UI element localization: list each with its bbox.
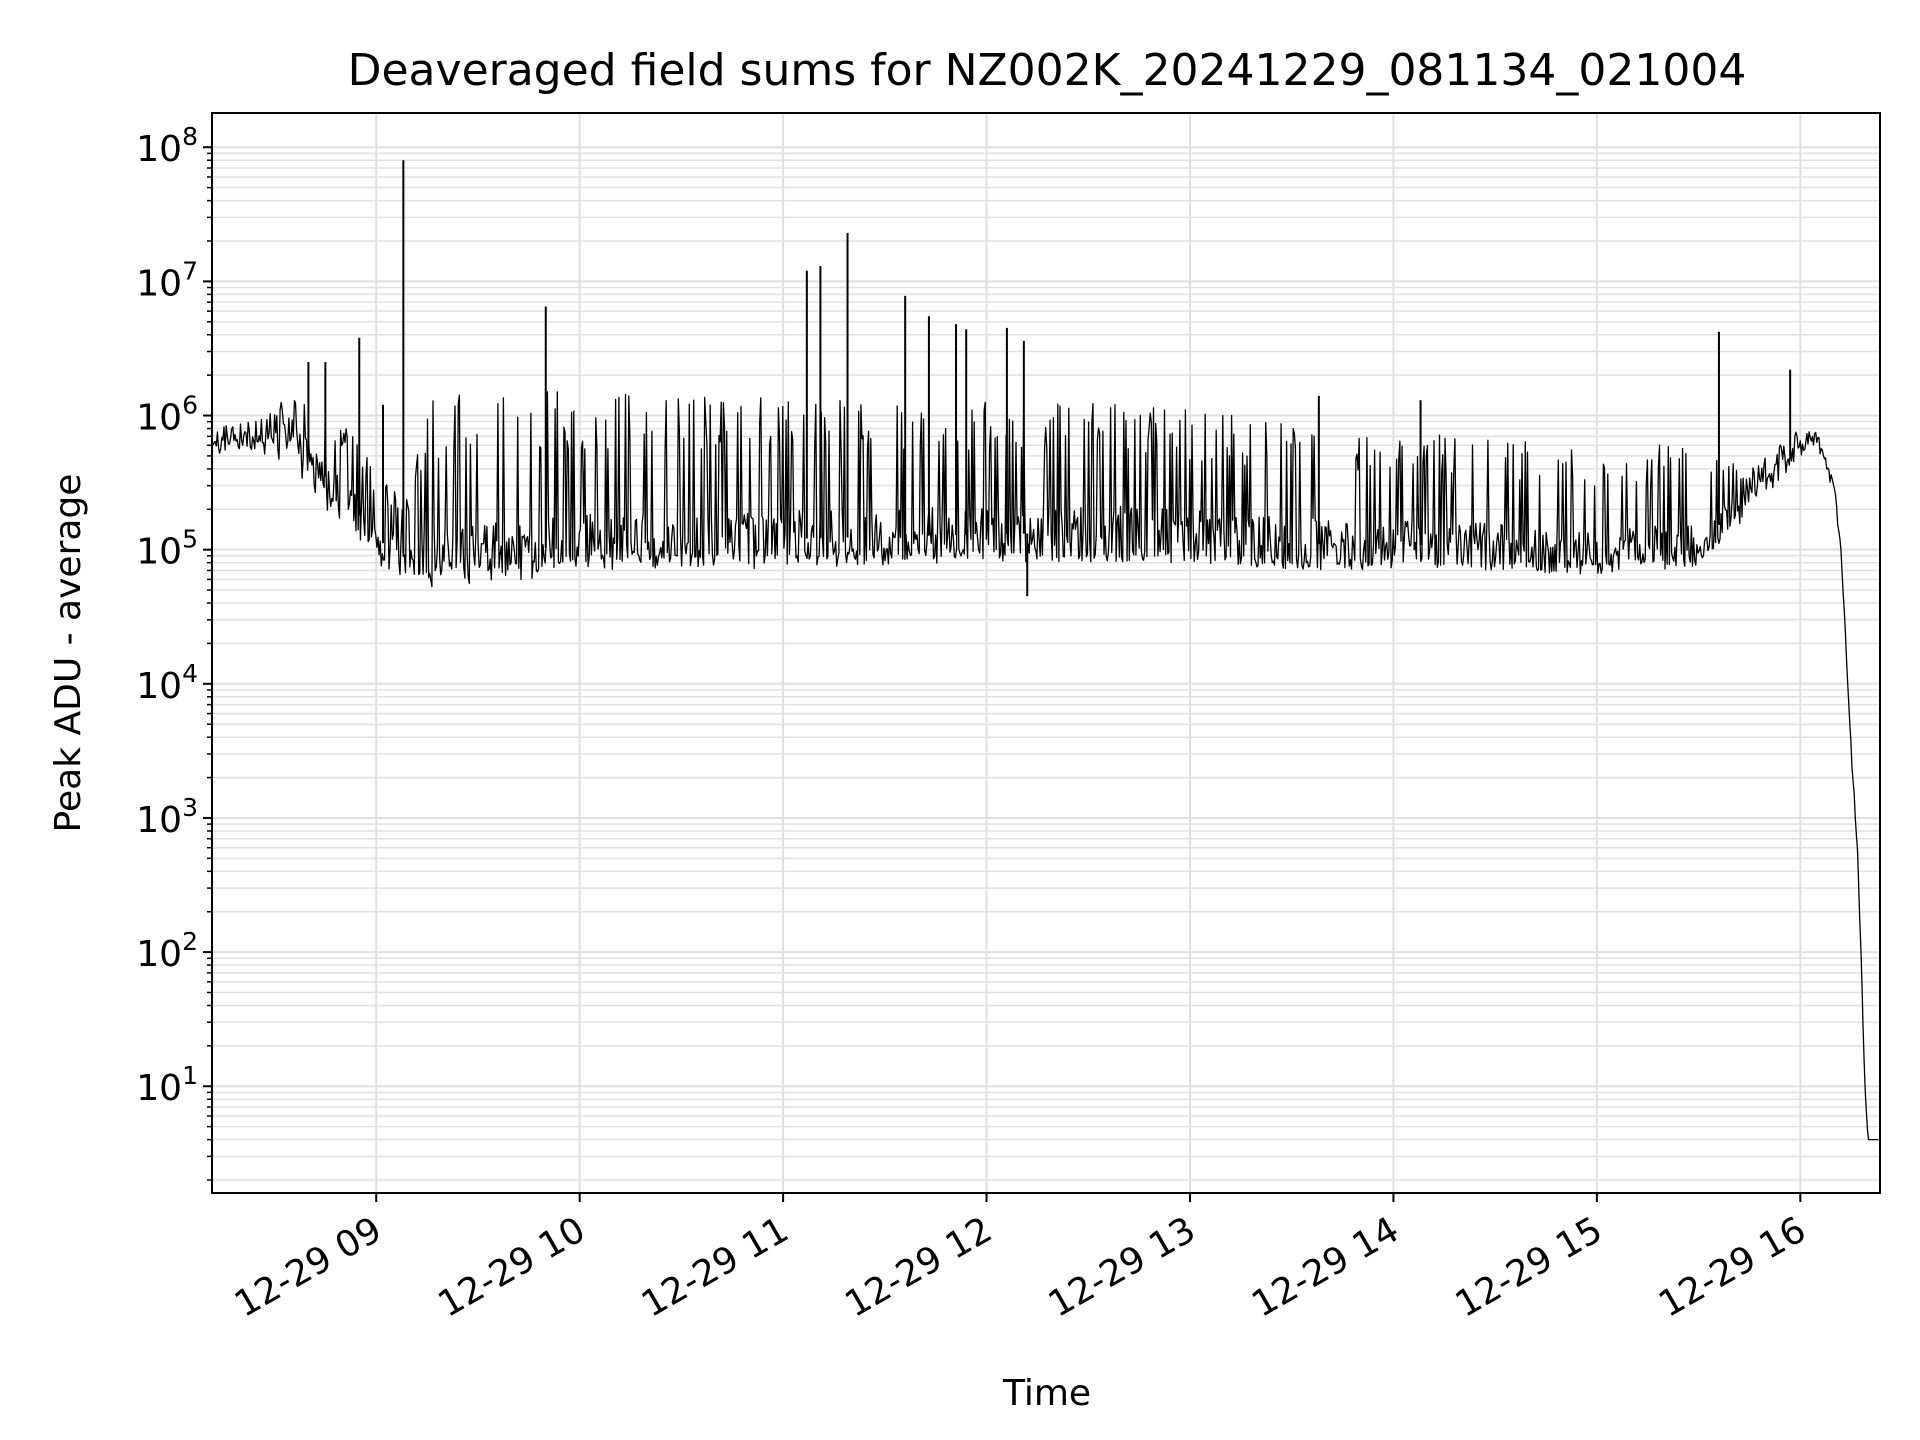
x-axis-label: Time [1002, 1373, 1091, 1414]
y-tick-base: 10 [136, 263, 182, 304]
y-tick-base: 10 [136, 1068, 182, 1109]
y-tick-base: 10 [136, 532, 182, 573]
y-tick-label: 106 [136, 391, 198, 439]
y-tick-exponent: 8 [182, 122, 198, 151]
grid [212, 113, 1880, 1193]
y-tick-label: 102 [136, 927, 198, 975]
y-tick-label: 101 [136, 1061, 198, 1109]
y-tick-label: 103 [136, 793, 198, 841]
y-tick-exponent: 3 [182, 793, 198, 822]
y-tick-base: 10 [136, 934, 182, 975]
y-tick-exponent: 1 [182, 1061, 198, 1090]
y-tick-base: 10 [136, 666, 182, 707]
y-tick-label: 107 [136, 256, 198, 304]
y-tick-label: 108 [136, 122, 198, 170]
y-axis-label: Peak ADU - average [48, 474, 89, 833]
y-tick-exponent: 5 [182, 525, 198, 554]
series-area [212, 160, 1879, 1141]
plot-frame [211, 112, 1881, 1194]
y-tick-base: 10 [136, 800, 182, 841]
series-trace [212, 391, 1879, 1141]
y-tick-exponent: 6 [182, 391, 198, 420]
chart-title: Deaveraged field sums for NZ002K_2024122… [348, 45, 1747, 96]
y-tick-exponent: 2 [182, 927, 198, 956]
y-tick-base: 10 [136, 398, 182, 439]
y-tick-label: 105 [136, 525, 198, 573]
y-tick-exponent: 4 [182, 659, 198, 688]
y-tick-base: 10 [136, 129, 182, 170]
y-tick-exponent: 7 [182, 256, 198, 285]
y-tick-label: 104 [136, 659, 198, 707]
